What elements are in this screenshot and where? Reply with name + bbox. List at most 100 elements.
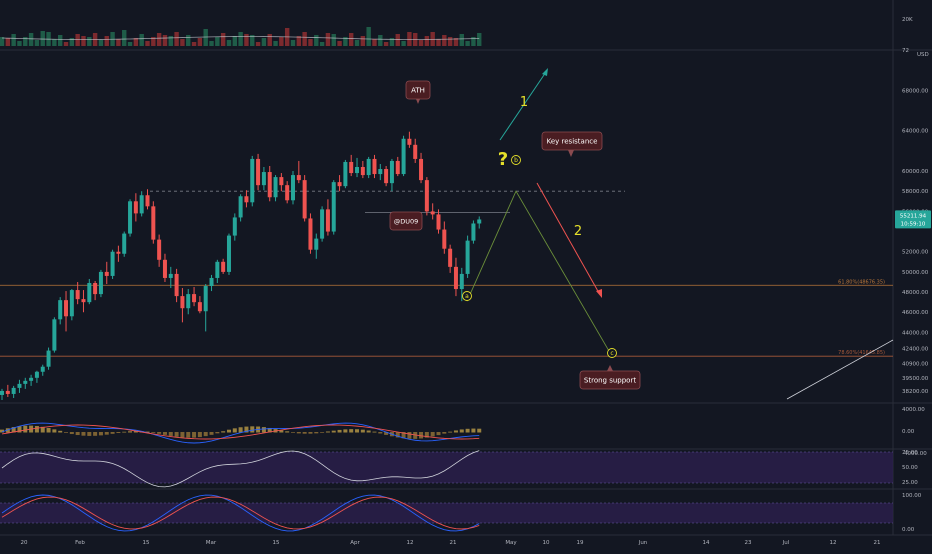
volume-bar (98, 40, 104, 46)
candle-body (337, 182, 342, 187)
rsi-line (1, 450, 480, 488)
volume-bar (290, 40, 296, 46)
volume-bar (447, 37, 453, 46)
candle-body (64, 300, 69, 317)
candle-body (46, 350, 51, 367)
price-axis-tick: 44000.00 (902, 330, 929, 336)
candle-body (52, 319, 57, 351)
macd-histogram-bar (349, 429, 354, 433)
candle-body (226, 235, 231, 272)
macd-axis-tick: -4000.00 (902, 451, 927, 457)
candle-body (133, 201, 138, 214)
macd-histogram-bar (320, 432, 325, 433)
volume-bar (267, 34, 272, 46)
bear-arrow (536, 182, 600, 294)
macd-axis-tick: 4000.00 (902, 407, 925, 413)
macd-histogram-bar (128, 431, 133, 433)
candle-body (5, 390, 10, 394)
volume-bar (296, 36, 302, 46)
candle-body (244, 196, 249, 203)
candle-body (413, 144, 418, 159)
macd-histogram-bar (64, 432, 69, 433)
volume-bar (407, 32, 412, 46)
candle-body (116, 251, 121, 254)
candle-body (157, 239, 162, 260)
time-axis-tick: Apr (350, 540, 360, 546)
macd-histogram-bar (430, 432, 435, 437)
watermark-label: @DU09 (389, 211, 423, 231)
macd-histogram-bar (93, 432, 98, 436)
time-axis-tick: 10 (543, 540, 550, 546)
time-axis-tick: Jul (782, 540, 790, 546)
macd-histogram-bar (302, 432, 307, 434)
volume-bar (180, 39, 185, 46)
candle-body (174, 273, 179, 297)
candle-body (11, 387, 16, 394)
candle-body (267, 172, 272, 198)
volume-bar (366, 27, 371, 46)
volume-bar (52, 39, 57, 46)
time-axis-tick: 21 (874, 540, 881, 546)
candle-body (128, 201, 133, 234)
macd-histogram-bar (104, 432, 109, 435)
volume-bar (232, 36, 237, 46)
volume-bar (63, 42, 69, 46)
candle-body (145, 195, 150, 207)
candle-body (17, 383, 22, 388)
candle-body (372, 158, 377, 175)
candle-body (104, 271, 109, 276)
macd-histogram-bar (58, 430, 63, 433)
rsi-axis-tick: 50.00 (902, 465, 918, 471)
candle-body (23, 380, 28, 384)
candle-body (314, 238, 319, 250)
volume-bar (191, 42, 197, 46)
volume-bar (255, 42, 261, 46)
macd-histogram-bar (34, 426, 39, 433)
volume-bar (302, 32, 307, 46)
macd-histogram-bar (23, 425, 28, 433)
candle-body (407, 138, 412, 145)
key-resistance-label: Key resistance (541, 131, 603, 151)
candle-body (453, 266, 458, 290)
macd-histogram-bar (69, 432, 74, 435)
macd-histogram-bar (360, 429, 365, 433)
macd-histogram-bar (168, 432, 173, 436)
macd-histogram-bar (308, 432, 313, 434)
price-axis-tick: 50000.00 (902, 270, 929, 276)
macd-histogram-bar (343, 429, 348, 433)
candle-body (192, 294, 197, 303)
candle-body (401, 138, 406, 175)
macd-histogram-bar (337, 429, 342, 433)
volume-bar (308, 39, 313, 46)
macd-histogram-bar (52, 429, 57, 433)
macd-histogram-bar (238, 427, 243, 433)
candle-body (29, 377, 34, 381)
svg-text:ATH: ATH (411, 87, 425, 95)
time-axis-tick: 12 (830, 540, 837, 546)
macd-histogram-bar (81, 432, 86, 436)
candle-body (238, 196, 243, 218)
macd-signal-line (1, 424, 480, 440)
price-axis-tick: 46000.00 (902, 310, 929, 316)
volume-bar (226, 40, 232, 46)
candle-body (0, 390, 4, 395)
countdown-timer: 10:59:10 (901, 221, 926, 227)
volume-bar (139, 34, 144, 46)
macd-histogram-bar (471, 428, 476, 433)
candle-body (395, 160, 400, 175)
candle-body (471, 223, 476, 241)
candle-body (168, 273, 173, 278)
volume-bar (127, 42, 133, 46)
macd-histogram-bar (372, 431, 377, 433)
candle-body (34, 371, 39, 378)
volume-bar (168, 36, 173, 46)
bull-arrow (499, 71, 547, 141)
candle-body (151, 206, 156, 240)
candle-body (197, 302, 202, 312)
candle-body (221, 261, 226, 272)
candle-body (459, 273, 464, 290)
volume-bar (389, 38, 395, 46)
volume-bar (5, 38, 11, 46)
